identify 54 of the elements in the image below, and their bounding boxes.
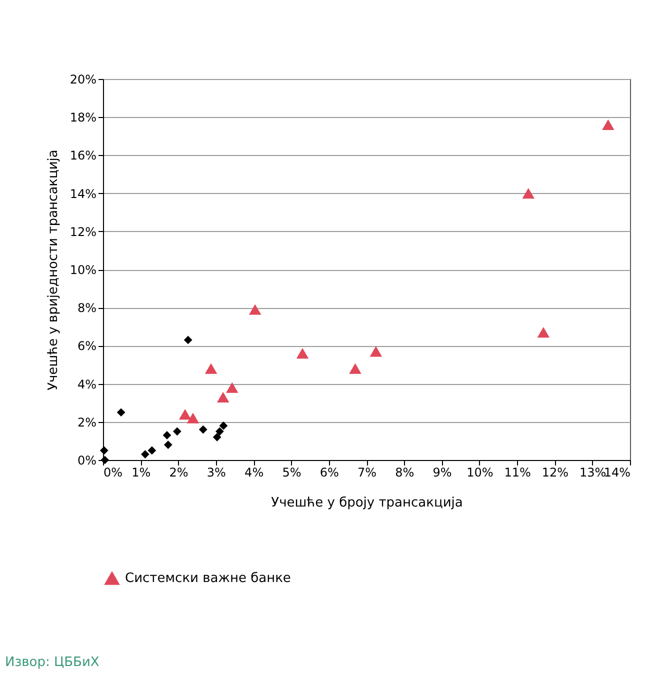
point — [140, 450, 150, 458]
x-tick-label: 0% — [104, 466, 123, 480]
point — [184, 336, 192, 344]
point — [162, 431, 172, 440]
point — [186, 412, 200, 424]
y-tick-label: 4% — [77, 377, 96, 392]
point — [178, 408, 192, 420]
y-tick-label: 6% — [77, 339, 96, 354]
x-tick-label: 3% — [206, 466, 226, 480]
point — [248, 304, 262, 315]
y-axis-title: Учешће у вриједности трансакција — [46, 150, 61, 390]
y-tick-label: 10% — [70, 263, 96, 277]
x-tick-label: 1% — [132, 466, 151, 480]
x-tick-label: 5% — [282, 466, 302, 480]
point — [198, 425, 208, 434]
point — [219, 422, 228, 430]
x-tick-label: 6% — [320, 466, 339, 480]
point — [522, 188, 534, 199]
point — [370, 346, 382, 357]
point — [216, 427, 224, 436]
y-tick-label: 12% — [70, 224, 96, 239]
y-tick-label: 0% — [77, 454, 96, 468]
point — [602, 119, 614, 130]
y-tick-label: 14% — [70, 186, 96, 201]
x-tick-label: 12% — [542, 466, 569, 480]
x-tick-label: 11% — [504, 466, 531, 480]
y-tick-label: 20% — [70, 72, 96, 86]
x-tick-label: 8% — [395, 466, 414, 480]
point — [100, 446, 108, 455]
point — [172, 427, 182, 436]
x-tick-label: 9% — [432, 466, 452, 480]
text: Извор: ЦББиХ — [5, 655, 100, 670]
point — [148, 446, 156, 455]
point — [226, 382, 238, 393]
point — [216, 392, 230, 402]
x-tick-label: 13% — [580, 466, 606, 480]
x-tick-label: 4% — [244, 466, 264, 480]
point — [349, 363, 362, 374]
y-tick-label: 8% — [77, 301, 96, 316]
x-tick-label: 2% — [169, 466, 188, 480]
point — [204, 363, 218, 374]
point — [116, 408, 126, 417]
x-tick-label: 10% — [466, 466, 494, 480]
point — [296, 348, 309, 359]
y-tick-label: 16% — [70, 148, 96, 163]
point — [164, 440, 172, 449]
y-tick-label: 2% — [77, 415, 96, 430]
point — [212, 432, 222, 442]
x-axis-title: Учешће у броју трансакција — [271, 496, 463, 510]
legend-label: Системски важне банке — [125, 571, 291, 586]
x-tick-label: 7% — [357, 466, 377, 480]
y-tick-label: 18% — [70, 110, 96, 125]
point — [537, 327, 550, 338]
x-tick-label: 14% — [604, 466, 630, 480]
